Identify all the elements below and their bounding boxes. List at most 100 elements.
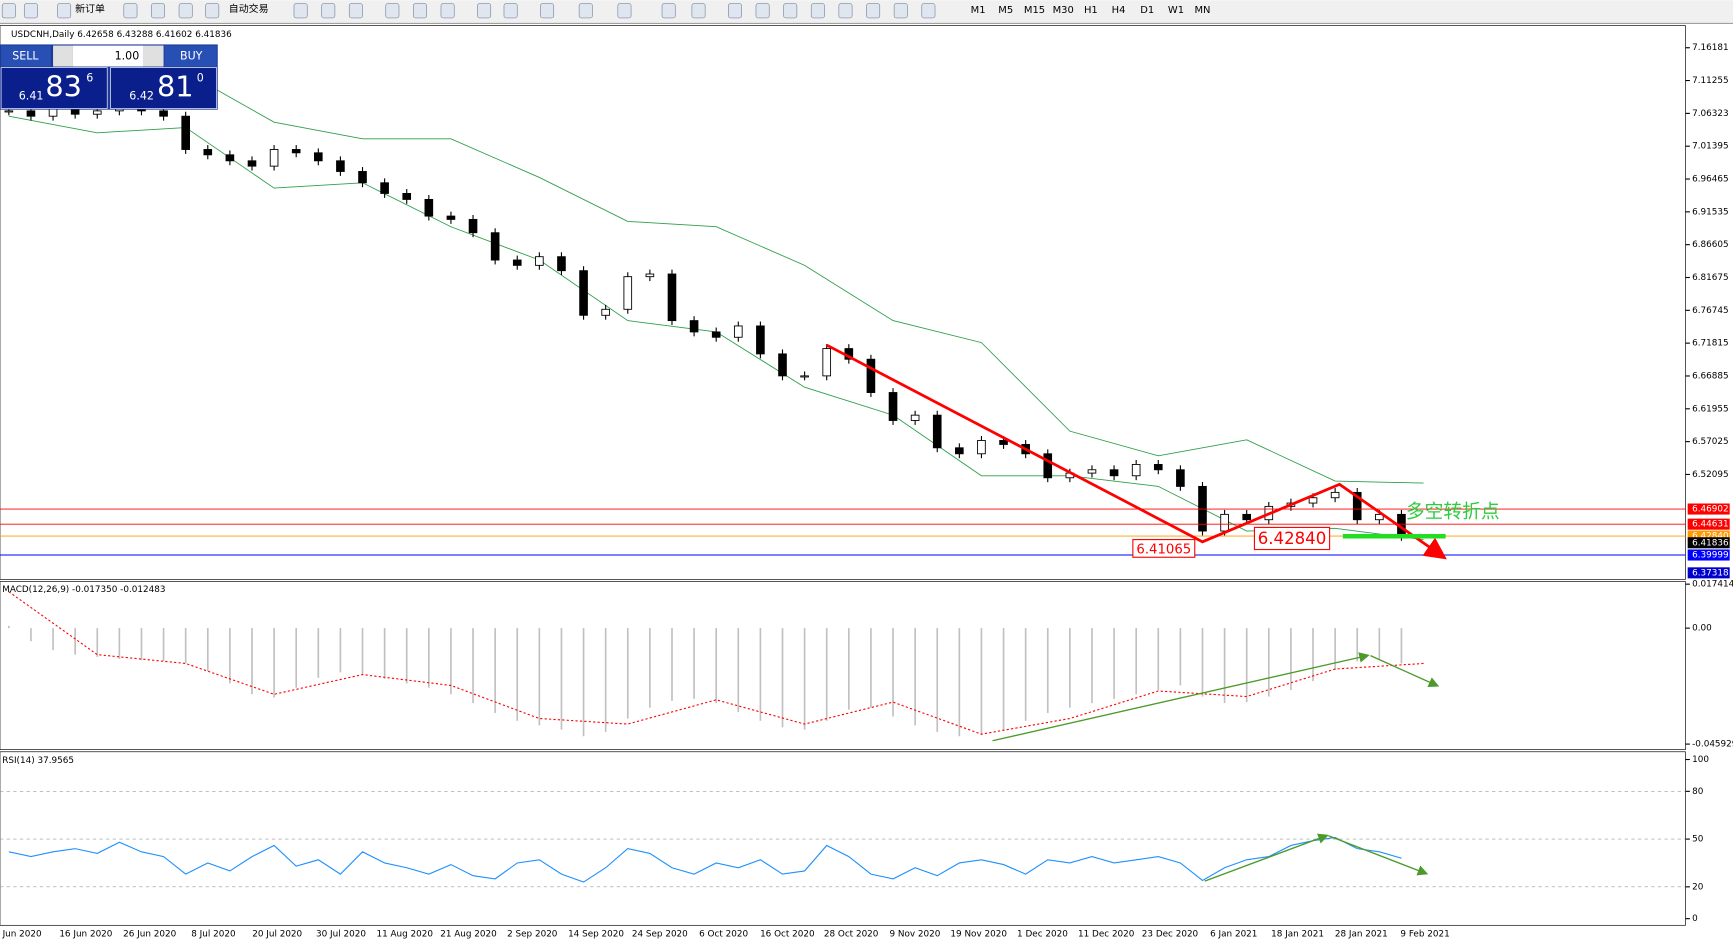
- ask-box[interactable]: [110, 67, 217, 109]
- toolbar-icon[interactable]: [413, 3, 427, 19]
- bid-small[interactable]: 6.41: [19, 89, 44, 102]
- trend-arrow: [1370, 655, 1440, 688]
- toolbar-icon[interactable]: [755, 3, 770, 19]
- y-tick-label: 6.61955: [1692, 404, 1729, 414]
- x-tick-label: 6 Oct 2020: [699, 930, 748, 940]
- y-tick-label: 7.01395: [1692, 142, 1729, 152]
- y-tick-label: 7.06323: [1692, 109, 1729, 119]
- candle: [358, 171, 367, 184]
- candle: [336, 160, 345, 172]
- lot-input[interactable]: [72, 45, 144, 67]
- toolbar-icon[interactable]: [578, 3, 593, 19]
- timeframe-button[interactable]: D1: [1140, 5, 1154, 16]
- new-order-button[interactable]: 新订单: [75, 2, 105, 15]
- timeframe-button[interactable]: MN: [1194, 5, 1210, 16]
- x-tick-label: 30 Jul 2020: [316, 930, 366, 940]
- candle: [1087, 469, 1097, 474]
- candle: [1176, 469, 1185, 487]
- lot-value[interactable]: 1.00: [115, 50, 140, 63]
- y-tick-label: 80: [1692, 787, 1704, 797]
- candle: [1308, 497, 1318, 504]
- toolbar-icon[interactable]: [893, 3, 908, 19]
- timeframe-button[interactable]: H1: [1084, 5, 1098, 16]
- toolbar-icon[interactable]: [385, 3, 400, 19]
- candle: [999, 440, 1008, 445]
- price-tag: [1687, 549, 1730, 561]
- toolbar-icon[interactable]: [205, 3, 220, 19]
- candle: [313, 152, 323, 162]
- panel-title: RSI(14) 37.9565: [2, 756, 74, 766]
- candle: [756, 325, 765, 355]
- x-tick-label: 8 Jul 2020: [191, 930, 236, 940]
- ask-small[interactable]: 6.42: [129, 89, 154, 102]
- bid-sup[interactable]: 6: [86, 72, 93, 85]
- toolbar-icon[interactable]: [123, 3, 138, 19]
- lot-down[interactable]: [53, 45, 73, 67]
- x-tick-label: 16 Oct 2020: [760, 930, 815, 940]
- toolbar-icon[interactable]: [321, 3, 336, 19]
- candle: [291, 149, 301, 154]
- timeframe-button[interactable]: M15: [1024, 5, 1045, 16]
- candle: [1043, 453, 1053, 479]
- toolbar-icon[interactable]: [691, 3, 706, 19]
- x-tick-label: 9 Nov 2020: [889, 930, 940, 940]
- toolbar-icon[interactable]: [728, 3, 742, 19]
- toolbar-icon[interactable]: [348, 3, 363, 19]
- candle: [623, 276, 633, 310]
- toolbar-icon[interactable]: [477, 3, 492, 19]
- toolbar-icon[interactable]: [810, 3, 825, 19]
- toolbar-icon[interactable]: [838, 3, 853, 19]
- y-tick-label: 6.57025: [1692, 437, 1729, 447]
- bollinger-band: [8, 55, 1424, 484]
- sell-label[interactable]: SELL: [12, 50, 39, 63]
- toolbar-icon[interactable]: [151, 3, 166, 19]
- lot-up[interactable]: [143, 45, 164, 67]
- toolbar-icon[interactable]: [783, 3, 798, 19]
- toolbar-icon[interactable]: [178, 3, 193, 19]
- timeframe-button[interactable]: W1: [1168, 5, 1184, 16]
- candle: [1352, 491, 1362, 521]
- candle: [910, 414, 920, 421]
- timeframe-button[interactable]: M30: [1053, 5, 1074, 16]
- one-click-trading: SELL 1.00 BUY 6.41 83 6 6.42 81 0: [0, 44, 218, 110]
- candle: [888, 392, 898, 421]
- annotation-text: 多空转折点: [1406, 500, 1500, 522]
- toolbar-icon[interactable]: [866, 3, 881, 19]
- toolbar-icon[interactable]: [661, 3, 676, 19]
- candle: [1109, 469, 1119, 477]
- sell-button[interactable]: [1, 45, 51, 67]
- candle: [380, 182, 389, 194]
- toolbar-icon[interactable]: [617, 3, 632, 19]
- x-tick-label: 21 Aug 2020: [440, 930, 497, 940]
- candle: [667, 273, 677, 322]
- candle: [778, 353, 787, 377]
- ask-big[interactable]: 81: [157, 70, 194, 104]
- toolbar-icon[interactable]: [23, 3, 38, 19]
- timeframe-button[interactable]: H4: [1112, 5, 1126, 16]
- price-panel: [0, 25, 1686, 580]
- toolbar-icon[interactable]: [293, 3, 308, 19]
- buy-label[interactable]: BUY: [180, 50, 203, 63]
- toolbar-icon[interactable]: [440, 3, 455, 19]
- y-tick-label: 6.91535: [1692, 207, 1729, 217]
- candle: [26, 110, 36, 117]
- x-tick-label: 19 Nov 2020: [950, 930, 1007, 940]
- candle: [181, 115, 190, 150]
- bid-big[interactable]: 83: [45, 70, 82, 104]
- auto-trading-button[interactable]: 自动交易: [229, 2, 269, 15]
- toolbar-icon[interactable]: [921, 3, 936, 19]
- price-tag-label: 6.42840: [1692, 532, 1729, 542]
- toolbar-icon[interactable]: [503, 3, 518, 19]
- timeframe-button[interactable]: M1: [971, 5, 986, 16]
- candle: [645, 273, 655, 278]
- toolbar-icon[interactable]: [57, 3, 72, 19]
- timeframe-button[interactable]: M5: [998, 5, 1013, 16]
- ask-sup[interactable]: 0: [197, 72, 204, 85]
- candle: [4, 110, 14, 113]
- buy-button[interactable]: [164, 45, 217, 67]
- toolbar-icon[interactable]: [1, 3, 16, 19]
- bid-box[interactable]: [0, 67, 108, 109]
- panel-title: USDCNH,Daily 6.42658 6.43288 6.41602 6.4…: [11, 30, 232, 40]
- toolbar-icon[interactable]: [540, 3, 555, 19]
